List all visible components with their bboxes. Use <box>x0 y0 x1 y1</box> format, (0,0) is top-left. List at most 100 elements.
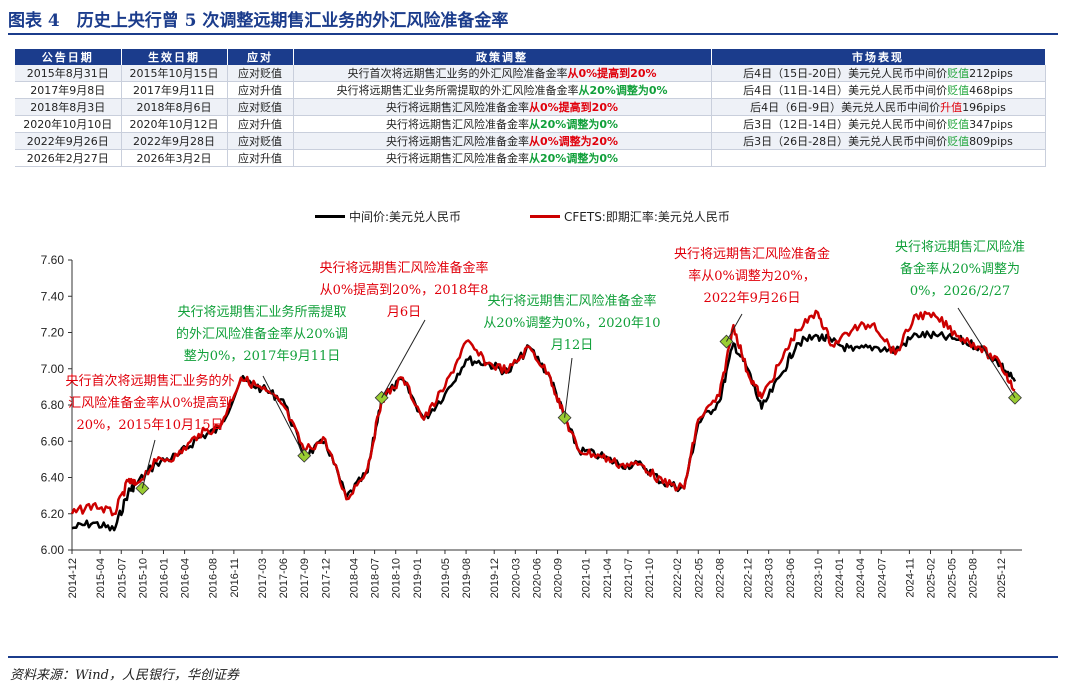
x-tick-label: 2018-07 <box>370 558 382 598</box>
y-tick-label: 7.60 <box>41 253 65 267</box>
annotation-leader-line <box>141 439 156 489</box>
x-tick-label: 2020-03 <box>510 558 522 598</box>
cell-policy: 央行将远期售汇风险准备金率从0%提高到20% <box>293 98 712 116</box>
cell-response: 应对升值 <box>227 115 294 133</box>
annotation-line: 从0%提高到20%，2018年8 <box>319 283 489 298</box>
market-direction: 贬值 <box>947 118 970 131</box>
table-row: 2020年10月10日 2020年10月12日 应对升值 央行将远期售汇风险准备金率从… <box>15 115 1046 133</box>
x-tick-label: 2023-06 <box>785 558 797 598</box>
exchange-rate-chart: 6.00 6.20 6.40 6.60 6.80 7.00 7.20 7.40 7.60 2014… <box>41 253 1022 598</box>
x-tick-label: 2016-08 <box>208 558 220 598</box>
cell-market <box>711 149 1046 167</box>
policy-change: 从0%提高到20% <box>567 67 657 80</box>
cell-policy: 央行将远期售汇风险准备金率从20%调整为0% <box>293 149 712 167</box>
x-tick-label: 2024-11 <box>904 558 916 598</box>
x-tick-label: 2018-10 <box>391 558 403 598</box>
x-tick-label: 2016-04 <box>180 558 192 598</box>
x-tick-label: 2025-12 <box>996 558 1008 598</box>
market-pips: 809pips <box>969 135 1013 148</box>
legend-item-midprice: 中间价:美元兑人民币 <box>315 208 461 225</box>
x-tick-label: 2025-02 <box>926 558 938 598</box>
x-tick-label: 2024-07 <box>876 558 888 598</box>
x-tick-label: 2022-08 <box>714 558 726 598</box>
market-direction: 升值 <box>940 101 963 114</box>
annotation-line: 央行将远期售汇风险准备金 <box>673 247 830 262</box>
annotation-line: 央行首次将远期售汇业务的外 <box>65 374 235 389</box>
cell-effective-date: 2020年10月12日 <box>121 115 228 133</box>
annotation-line: 月12日 <box>550 338 594 353</box>
legend-swatch-spot <box>530 215 560 218</box>
cell-announce-date: 2018年8月3日 <box>15 98 122 116</box>
annotation-5: 央行将远期售汇风险准备金 率从0%调整为20%， 2022年9月26日 <box>642 244 862 310</box>
cell-announce-date: 2020年10月10日 <box>15 115 122 133</box>
x-tick-label: 2021-01 <box>581 558 593 598</box>
annotation-line: 汇风险准备金率从0%提高到 <box>68 396 232 411</box>
table-row: 2018年8月3日 2018年8月6日 应对贬值 央行将远期售汇风险准备金率从0%提高… <box>15 98 1046 116</box>
cell-policy: 央行首次将远期售汇业务的外汇风险准备金率从0%提高到20% <box>293 65 712 82</box>
cell-market: 后3日（26日-28日）美元兑人民币中间价贬值809pips <box>711 132 1046 150</box>
cell-effective-date: 2022年9月28日 <box>121 132 228 150</box>
policy-text: 央行将远期售汇风险准备金率 <box>385 118 529 131</box>
page-title: 图表 4 历史上央行曾 5 次调整远期售汇业务的外汇风险准备金率 <box>8 11 509 31</box>
x-tick-label: 2019-08 <box>461 558 473 598</box>
footer-divider <box>8 656 1058 658</box>
y-tick-label: 6.20 <box>41 507 65 521</box>
x-tick-label: 2024-04 <box>855 558 867 598</box>
policy-change: 从20%调整为0% <box>528 118 618 131</box>
annotation-6: 央行将远期售汇风险准 备金率从20%调整为 0%，2026/2/27 <box>850 237 1066 303</box>
x-tick-label: 2016-11 <box>229 558 241 598</box>
cell-response: 应对贬值 <box>227 132 294 150</box>
title-divider <box>8 33 1058 35</box>
annotation-line: 备金率从20%调整为 <box>900 262 1020 277</box>
x-tick-label: 2017-09 <box>299 558 311 598</box>
market-direction: 贬值 <box>947 67 970 80</box>
policy-text: 央行将远期售汇风险准备金率 <box>385 135 529 148</box>
y-tick-label: 6.00 <box>41 543 65 557</box>
header-policy: 政策调整 <box>293 49 712 65</box>
table-row: 2017年9月8日 2017年9月11日 应对升值 央行将远期售汇业务所需提取的外汇风… <box>15 81 1046 99</box>
annotation-1: 央行首次将远期售汇业务的外 汇风险准备金率从0%提高到 20%，2015年10月15… <box>40 371 260 437</box>
market-direction: 贬值 <box>947 135 970 148</box>
market-pips: 196pips <box>962 101 1006 114</box>
market-direction: 贬值 <box>947 84 970 97</box>
annotation-leader-line <box>726 313 743 342</box>
annotation-line: 央行将远期售汇风险准备金率 <box>319 261 489 276</box>
table-row: 2022年9月26日 2022年9月28日 应对贬值 央行将远期售汇风险准备金率从0%… <box>15 132 1046 150</box>
policy-table: 公告日期 生效日期 应对 政策调整 市场表现 2015年8月31日 2015年10… <box>15 49 1046 167</box>
market-text: 后4日（6日-9日）美元兑人民币中间价 <box>750 101 941 114</box>
cell-market: 后3日（12日-14日）美元兑人民币中间价贬值347pips <box>711 115 1046 133</box>
annotation-line: 整为0%，2017年9月11日 <box>183 349 341 364</box>
cell-response: 应对贬值 <box>227 98 294 116</box>
x-tick-label: 2021-04 <box>602 558 614 598</box>
annotation-leader-line <box>381 319 426 398</box>
annotation-line: 央行将远期售汇风险准 <box>894 240 1025 255</box>
x-tick-label: 2025-08 <box>968 558 980 598</box>
cell-announce-date: 2017年9月8日 <box>15 81 122 99</box>
y-tick-label: 6.80 <box>41 398 65 412</box>
cell-effective-date: 2015年10月15日 <box>121 65 228 82</box>
cell-effective-date: 2026年3月2日 <box>121 149 228 167</box>
market-text: 后4日（11日-14日）美元兑人民币中间价 <box>743 84 948 97</box>
x-tick-label: 2022-12 <box>743 558 755 598</box>
policy-change: 从0%调整为20% <box>528 135 618 148</box>
cell-market: 后4日（6日-9日）美元兑人民币中间价升值196pips <box>711 98 1046 116</box>
x-tick-label: 2020-06 <box>531 558 543 598</box>
annotation-line: 央行将远期售汇业务所需提取 <box>177 305 347 320</box>
annotation-4: 央行将远期售汇风险准备金率 从20%调整为0%，2020年10 月12日 <box>462 291 682 357</box>
policy-change: 从0%提高到20% <box>528 101 618 114</box>
market-pips: 212pips <box>969 67 1013 80</box>
cell-policy: 央行将远期售汇风险准备金率从0%调整为20% <box>293 132 712 150</box>
x-tick-label: 2015-07 <box>116 558 128 598</box>
cell-policy: 央行将远期售汇业务所需提取的外汇风险准备金率从20%调整为0% <box>293 81 712 99</box>
annotation-line: 率从0%调整为20%， <box>688 269 816 284</box>
market-text: 后4日（15日-20日）美元兑人民币中间价 <box>743 67 948 80</box>
cell-announce-date: 2015年8月31日 <box>15 65 122 82</box>
x-tick-label: 2019-01 <box>412 558 424 598</box>
annotation-3: 央行将远期售汇风险准备金率 从0%提高到20%，2018年8 月6日 <box>294 258 514 324</box>
table-row: 2026年2月27日 2026年3月2日 应对升值 央行将远期售汇风险准备金率从20%… <box>15 149 1046 167</box>
market-pips: 347pips <box>969 118 1013 131</box>
cell-response: 应对升值 <box>227 149 294 167</box>
cell-response: 应对贬值 <box>227 65 294 82</box>
x-tick-label: 2025-05 <box>947 558 959 598</box>
cell-response: 应对升值 <box>227 81 294 99</box>
